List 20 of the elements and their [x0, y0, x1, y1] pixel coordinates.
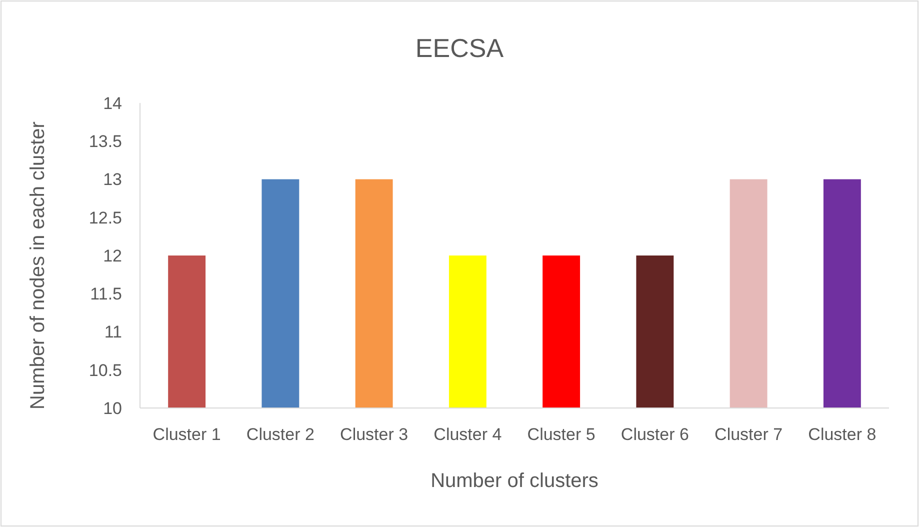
y-tick-label: 11.5: [90, 284, 122, 304]
x-tick-label: Cluster 2: [246, 425, 314, 444]
x-tick-label: Cluster 7: [714, 425, 783, 444]
y-tick-label: 13: [103, 170, 122, 190]
x-tick-label: Cluster 4: [434, 425, 502, 444]
chart-title: EECSA: [415, 33, 504, 63]
y-tick-label: 10.5: [88, 360, 122, 380]
x-tick-label: Cluster 3: [340, 425, 408, 444]
y-tick-label: 10: [103, 398, 122, 418]
x-tick-label: Cluster 8: [808, 425, 876, 444]
y-tick-label: 12: [103, 246, 122, 266]
y-tick-label: 14: [103, 94, 122, 113]
y-tick-label: 12.5: [88, 208, 122, 228]
x-tick-label: Cluster 6: [620, 425, 689, 444]
x-axis-title: Number of clusters: [430, 470, 598, 492]
y-tick-label: 11: [104, 322, 122, 342]
x-tick-label: Cluster 1: [152, 425, 221, 444]
x-tick-label: Cluster 5: [527, 425, 596, 444]
y-axis-title: Number of nodes in each cluster: [27, 121, 49, 410]
y-tick-label: 13.5: [88, 132, 122, 152]
